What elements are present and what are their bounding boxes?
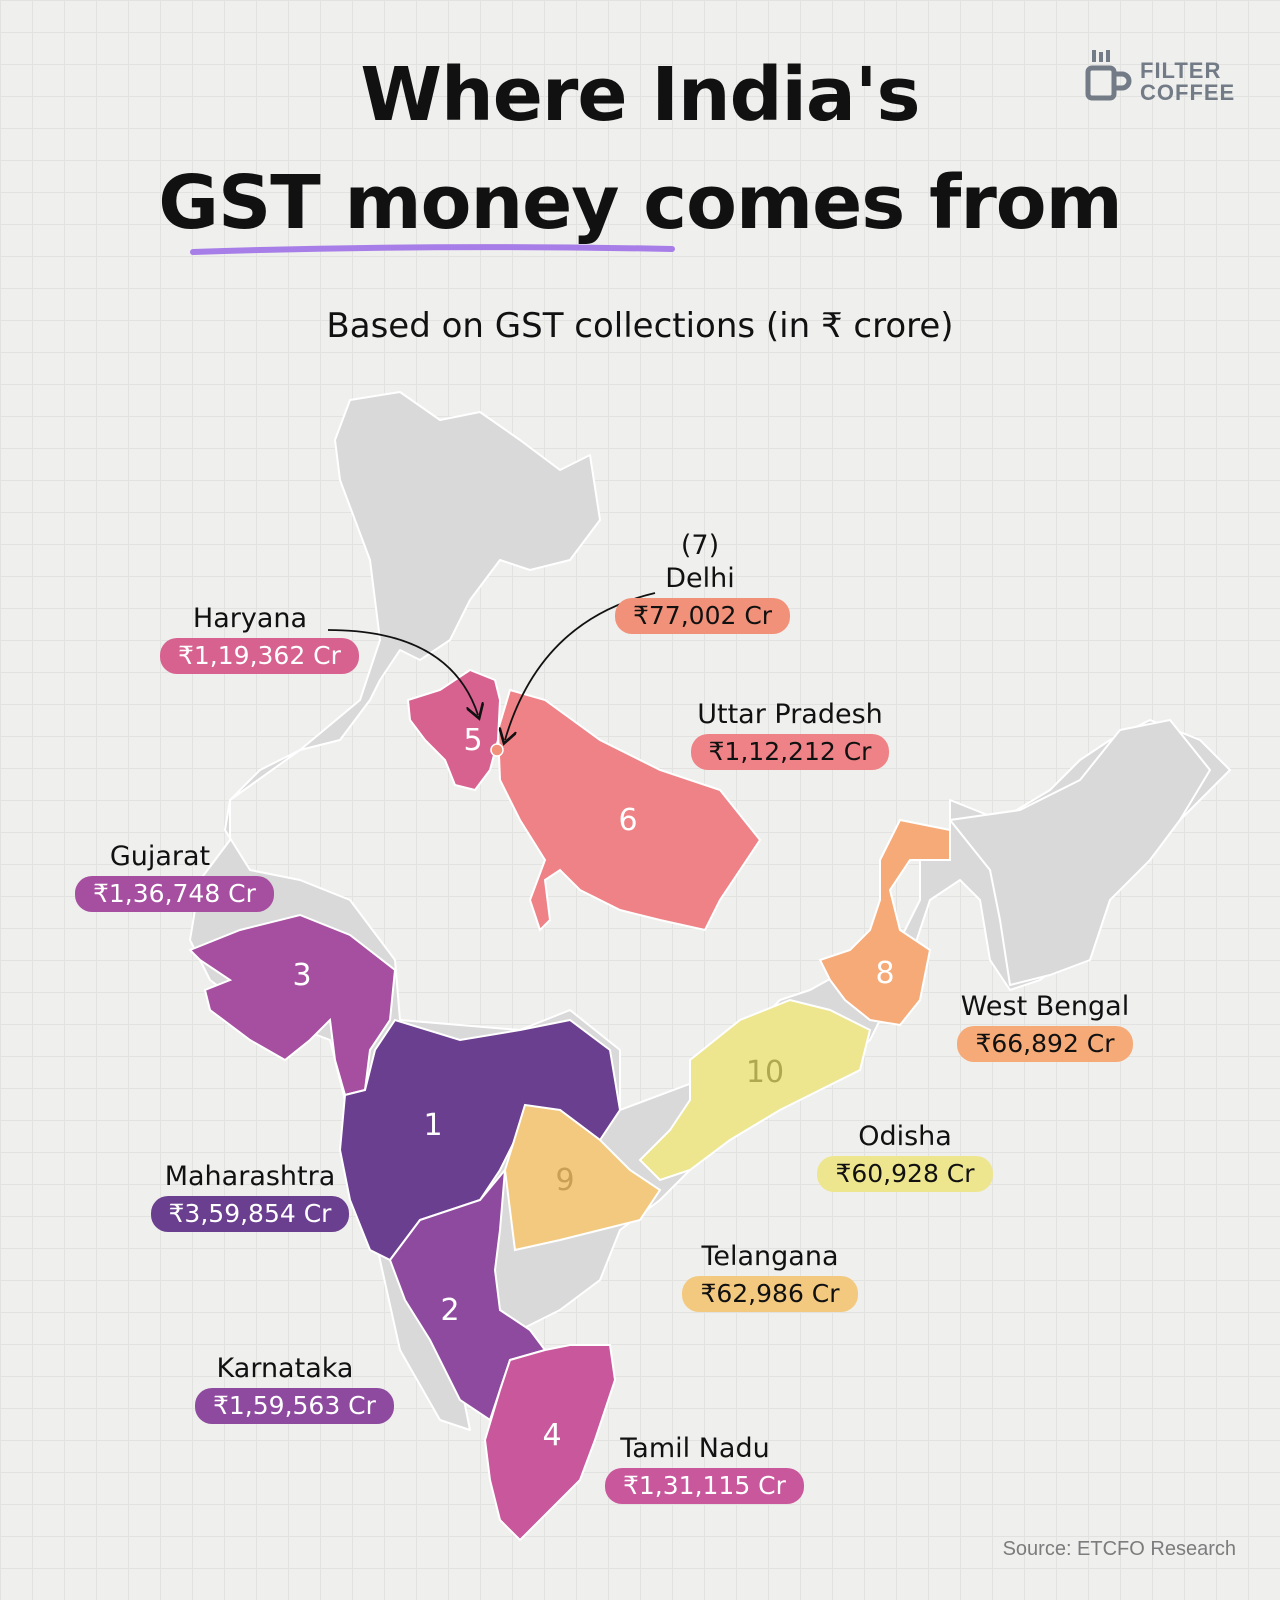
- source-credit: Source: ETCFO Research: [1002, 1538, 1236, 1560]
- label-delhi: (7) Delhi ₹77,002 Cr: [615, 530, 791, 634]
- haryana-arrow: [327, 629, 478, 715]
- filter-coffee-logo: FILTER COFFEE: [1082, 46, 1242, 110]
- map-rank-odisha: 10: [746, 1055, 784, 1090]
- label-karnataka: Karnataka ₹1,59,563 Cr: [195, 1352, 394, 1424]
- label-haryana: Haryana ₹1,19,362 Cr: [160, 602, 359, 674]
- state-name: Odisha: [858, 1121, 952, 1152]
- label-odisha: Odisha ₹60,928 Cr: [815, 1120, 995, 1192]
- coffee-cup-icon: [1085, 50, 1132, 101]
- map-rank-maharashtra: 1: [423, 1108, 442, 1143]
- map-rank-haryana: 5: [463, 723, 482, 758]
- state-shape-west_bengal: [818, 818, 951, 1027]
- state-value: ₹77,002 Cr: [615, 598, 791, 634]
- label-maharashtra: Maharashtra ₹3,59,854 Cr: [150, 1160, 350, 1232]
- state-value: ₹60,928 Cr: [817, 1156, 993, 1192]
- map-rank-karnataka: 2: [440, 1293, 459, 1328]
- brand-line-2: COFFEE: [1140, 80, 1236, 105]
- state-name: Tamil Nadu: [620, 1433, 770, 1464]
- state-name: Gujarat: [109, 841, 211, 872]
- state-shape-delhi: [490, 743, 504, 757]
- title-line-2: GST money comes from: [158, 160, 1123, 246]
- state-value: ₹1,31,115 Cr: [605, 1468, 804, 1504]
- state-shape-haryana: [406, 668, 502, 792]
- state-value: ₹1,12,212 Cr: [690, 734, 890, 770]
- state-name: Maharashtra: [164, 1161, 336, 1192]
- state-shape-telangana: [503, 1103, 662, 1252]
- brand-line-1: FILTER: [1140, 58, 1222, 83]
- map-rank-uttar_pradesh: 6: [618, 803, 637, 838]
- state-shape-odisha: [638, 998, 872, 1182]
- state-shape-karnataka: [388, 1166, 547, 1422]
- state-shape-gujarat: [188, 913, 397, 1097]
- label-west-bengal: West Bengal ₹66,892 Cr: [955, 990, 1135, 1062]
- label-telangana: Telangana ₹62,986 Cr: [680, 1240, 860, 1312]
- map-rank-west_bengal: 8: [875, 956, 894, 991]
- label-gujarat: Gujarat ₹1,36,748 Cr: [75, 840, 274, 912]
- state-value: ₹1,36,748 Cr: [75, 876, 274, 912]
- state-value: ₹1,19,362 Cr: [160, 638, 359, 674]
- state-name: West Bengal: [960, 991, 1130, 1022]
- state-name: Telangana: [701, 1241, 839, 1272]
- subtitle: Based on GST collections (in ₹ crore): [326, 306, 954, 346]
- state-value: ₹1,59,563 Cr: [195, 1388, 394, 1424]
- state-value: ₹3,59,854 Cr: [150, 1196, 350, 1232]
- state-name: Haryana: [192, 603, 308, 634]
- state-value: ₹66,892 Cr: [957, 1026, 1133, 1062]
- state-shape-uttar_pradesh: [496, 688, 762, 932]
- map-rank-tamil_nadu: 4: [542, 1418, 561, 1453]
- state-name: Uttar Pradesh: [697, 699, 883, 730]
- map-rank-telangana: 9: [555, 1163, 574, 1198]
- map-rank-gujarat: 3: [292, 958, 311, 993]
- label-tamil-nadu: Tamil Nadu ₹1,31,115 Cr: [605, 1432, 804, 1504]
- label-uttar-pradesh: Uttar Pradesh ₹1,12,212 Cr: [690, 698, 890, 770]
- base-northeast: [949, 719, 1211, 986]
- state-name: Delhi: [665, 563, 735, 594]
- state-shape-tamil_nadu: [483, 1344, 617, 1542]
- state-value: ₹62,986 Cr: [682, 1276, 858, 1312]
- state-rank: (7): [680, 530, 720, 561]
- state-name: Karnataka: [216, 1353, 354, 1384]
- title-line-1: Where India's: [360, 52, 920, 138]
